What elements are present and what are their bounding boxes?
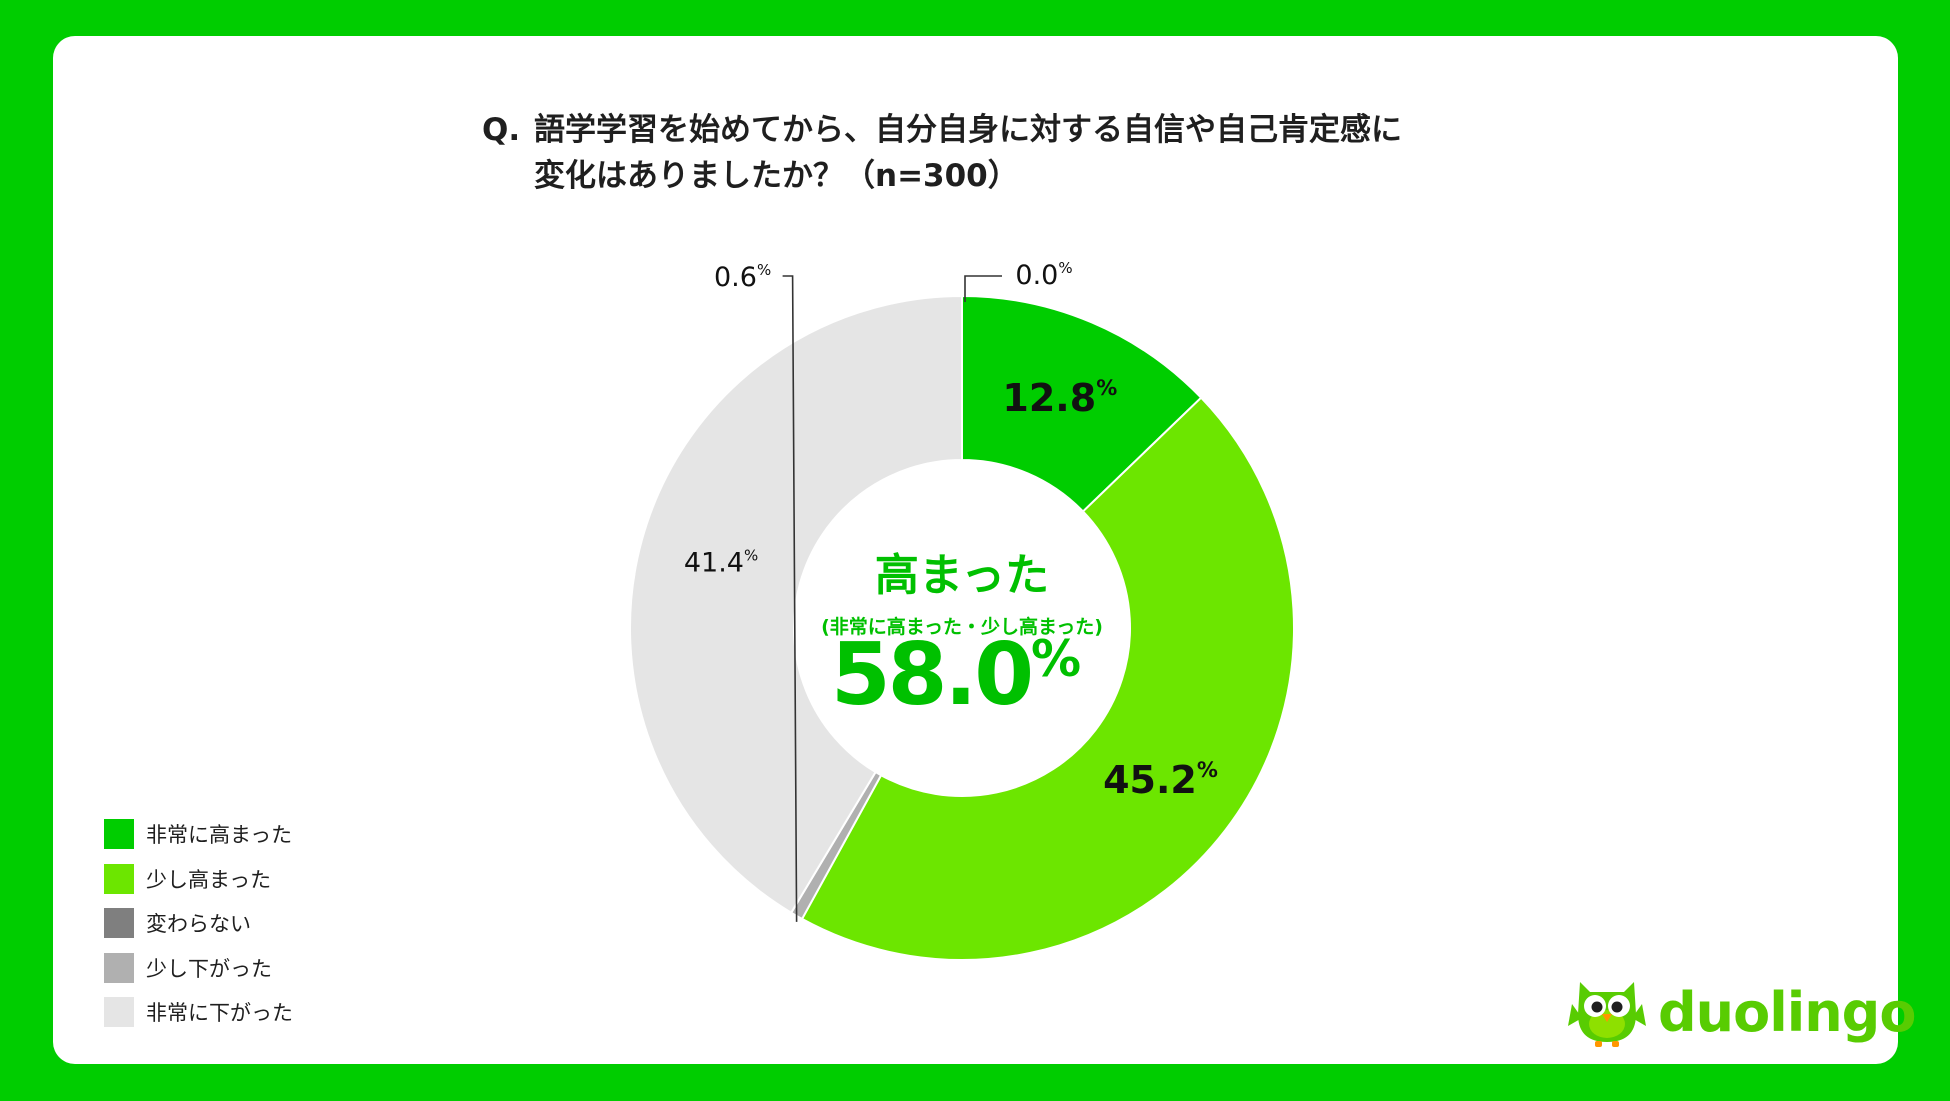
owl-mascot-icon [1568,982,1646,1047]
legend-swatch [104,952,134,983]
legend-swatch [104,819,134,850]
legend-label: 変わらない [146,912,251,937]
legend-swatch [104,908,134,939]
legend-label: 非常に下がった [146,1001,293,1026]
center-heading: 高まった [875,550,1049,601]
slice-1 [961,294,1203,513]
title-prefix: Q. [482,112,521,148]
duolingo-logo: duolingo [1566,974,1916,1050]
value-label-2: 45.2% [1103,758,1218,802]
leader-line-3 [964,275,1002,302]
value-label-3: 0.0% [1015,259,1072,291]
legend-item-4: 少し下がった [104,946,293,991]
leader-line-4 [782,275,798,922]
center-value: 58.0% [831,625,1081,725]
value-label-4: 0.6% [714,261,771,293]
legend: 非常に高まった 少し高まった 変わらない少し下がった 非常に下がった [104,812,293,1035]
legend-label: 少し高まった [146,867,272,892]
slice-2 [800,396,1295,961]
value-label-1: 12.8% [1002,376,1117,420]
legend-label: 少し下がった [146,956,272,981]
legend-item-5: 非常に下がった [104,990,293,1035]
legend-swatch [104,997,134,1028]
legend-item-1: 非常に高まった [104,812,293,857]
value-label-5: 41.4% [684,546,758,578]
legend-item-2: 少し高まった [104,857,293,902]
title-line-2: 変化はありましたか？（n=300） [534,158,1019,194]
title-line-1: 語学学習を始めてから、自分自身に対する自信や自己肯定感に [534,112,1402,148]
legend-swatch [104,863,134,894]
logo-wordmark: duolingo [1658,980,1916,1044]
legend-label: 非常に高まった [146,823,293,848]
legend-item-3: 変わらない [104,901,293,946]
center-subheading: (非常に高まった・少し高まった) [821,615,1103,638]
